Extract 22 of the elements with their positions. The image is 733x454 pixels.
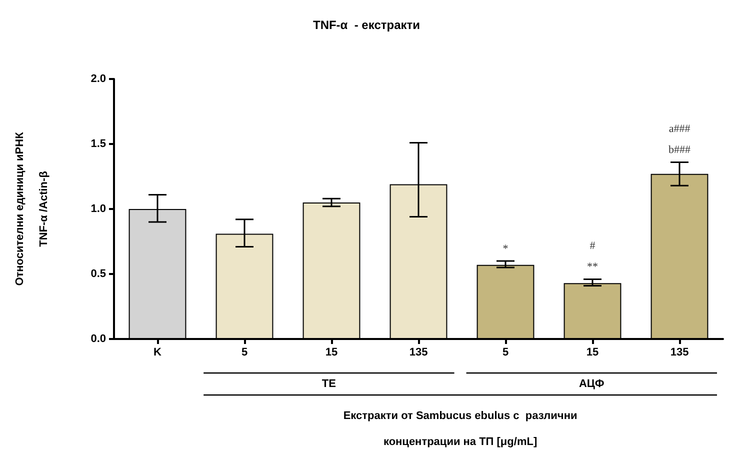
y-tick-label: 0.0	[90, 333, 106, 345]
annotation: **	[587, 261, 598, 274]
x-tick-label: 135	[670, 346, 689, 358]
annotation: *	[502, 243, 508, 255]
annotation: b###	[668, 144, 691, 156]
x-tick-label: 135	[409, 346, 428, 358]
y-tick-label: 1.5	[90, 138, 106, 150]
x-tick-label: 15	[586, 346, 599, 358]
chart-title: TNF-α - екстракти	[312, 18, 420, 32]
annotation: a###	[668, 123, 691, 136]
y-tick-label: 1.0	[90, 203, 106, 215]
x-tick-label: K	[154, 346, 162, 358]
annotation: #	[590, 240, 596, 252]
text: Екстракти от Sambucus ebulus с различни концентрации на ТП [μg/mL]	[343, 410, 578, 448]
text: TE	[322, 378, 336, 390]
x-tick-label: 5	[502, 346, 509, 358]
y-tick-label: 2.0	[90, 73, 106, 85]
text: АЦФ	[578, 378, 604, 390]
x-tick-label: 15	[325, 346, 338, 358]
x-tick-label: 5	[241, 346, 248, 358]
y-tick-label: 0.5	[90, 268, 106, 280]
y-axis-title: Относителни единици иРНК TNF-α /Actin-β	[14, 132, 50, 286]
